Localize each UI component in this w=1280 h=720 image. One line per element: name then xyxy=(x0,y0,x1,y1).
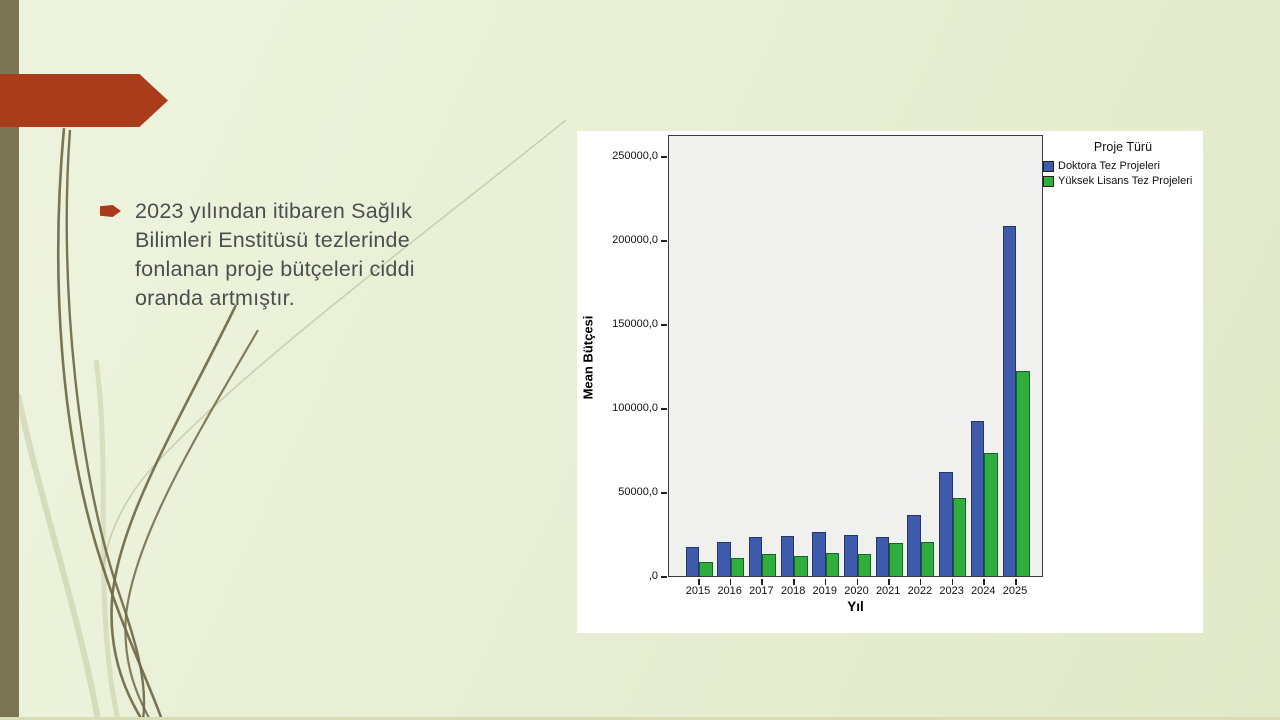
bar-yukseklisans-2023 xyxy=(952,498,967,576)
chart-legend: Proje Türü Doktora Tez Projeleri Yüksek L… xyxy=(1043,140,1203,190)
y-tick-mark xyxy=(661,240,667,242)
bar-doktora-2019 xyxy=(812,532,826,576)
x-tick-mark xyxy=(951,579,954,585)
x-tick-label: 2019 xyxy=(812,585,838,597)
bar-doktora-2018 xyxy=(780,536,795,576)
bar-doktora-2023 xyxy=(939,472,953,576)
x-tick-mark xyxy=(888,579,890,585)
bar-yukseklisans-2022 xyxy=(920,542,935,576)
y-tick-label: 50000,0 xyxy=(618,486,658,498)
bar-yukseklisans-2019 xyxy=(825,553,840,576)
x-tick-label: 2018 xyxy=(780,585,806,597)
y-tick-label: 100000,0 xyxy=(612,402,658,414)
bar-doktora-2024 xyxy=(970,421,985,576)
x-tick-mark xyxy=(983,579,985,585)
x-tick-mark xyxy=(824,579,827,585)
x-tick-label: 2020 xyxy=(844,585,869,597)
accent-arrow-shape xyxy=(0,74,168,127)
bullet-text: 2023 yılından itibaren Sağlık Bilimleri … xyxy=(135,199,415,311)
x-tick-label: 2021 xyxy=(875,585,901,597)
x-tick-label: 2016 xyxy=(717,585,742,597)
bullet-item: 2023 yılından itibaren Sağlık Bilimleri … xyxy=(100,197,475,313)
x-tick-mark xyxy=(919,579,922,585)
x-tick-mark xyxy=(856,579,858,585)
legend-color-chip xyxy=(1043,160,1054,172)
bar-doktora-2020 xyxy=(844,535,858,576)
y-tick-label: ,0 xyxy=(648,570,658,582)
x-tick-label: 2024 xyxy=(971,585,996,597)
y-tick-mark xyxy=(661,324,667,326)
y-tick-mark xyxy=(661,492,667,494)
bar-yukseklisans-2020 xyxy=(857,554,871,576)
legend-item: Doktora Tez Projeleri xyxy=(1043,160,1203,172)
bar-yukseklisans-2016 xyxy=(730,558,745,576)
y-axis-title: Mean Bütçesi xyxy=(580,315,596,400)
bar-yukseklisans-2021 xyxy=(889,543,903,576)
x-tick-label: 2022 xyxy=(907,585,933,597)
x-tick-mark xyxy=(698,579,700,585)
y-tick-label: 200000,0 xyxy=(612,234,658,246)
y-tick-label: 150000,0 xyxy=(612,318,658,330)
x-tick-label: 2025 xyxy=(1002,585,1028,597)
bar-yukseklisans-2017 xyxy=(762,554,776,576)
bar-doktora-2022 xyxy=(907,515,921,576)
x-tick-label: 2023 xyxy=(939,585,964,597)
legend-label: Doktora Tez Projeleri xyxy=(1058,160,1160,172)
x-tick-mark xyxy=(1015,579,1017,585)
legend-label: Yüksek Lisans Tez Projeleri xyxy=(1058,175,1193,187)
x-tick-mark xyxy=(793,579,795,585)
x-tick-label: 2017 xyxy=(749,585,774,597)
legend-item: Yüksek Lisans Tez Projeleri xyxy=(1043,175,1203,187)
bar-yukseklisans-2024 xyxy=(984,453,998,576)
y-tick-mark xyxy=(661,576,667,578)
bar-yukseklisans-2015 xyxy=(699,562,713,576)
plot-area xyxy=(668,135,1043,577)
bar-doktora-2025 xyxy=(1002,226,1016,576)
bar-doktora-2017 xyxy=(748,537,763,576)
bar-doktora-2016 xyxy=(717,542,731,576)
x-tick-mark xyxy=(761,579,763,585)
bar-doktora-2015 xyxy=(685,547,699,576)
y-tick-mark xyxy=(661,408,667,410)
y-tick-label: 250000,0 xyxy=(612,150,658,162)
bar-doktora-2021 xyxy=(875,537,890,576)
bar-yukseklisans-2018 xyxy=(794,556,808,576)
bar-yukseklisans-2025 xyxy=(1016,371,1030,576)
legend-title: Proje Türü xyxy=(1093,140,1153,154)
x-tick-label: 2015 xyxy=(685,585,711,597)
legend-color-chip xyxy=(1043,175,1054,187)
bottom-edge-strip xyxy=(0,717,1280,720)
left-edge-bar xyxy=(0,0,19,717)
x-axis-title: Yıl xyxy=(847,599,864,614)
y-tick-mark xyxy=(661,156,667,158)
bullet-arrow-icon xyxy=(100,205,121,217)
chart-panel: Mean Bütçesi Yıl Proje Türü Doktora Tez … xyxy=(577,131,1203,633)
x-tick-mark xyxy=(729,579,732,585)
